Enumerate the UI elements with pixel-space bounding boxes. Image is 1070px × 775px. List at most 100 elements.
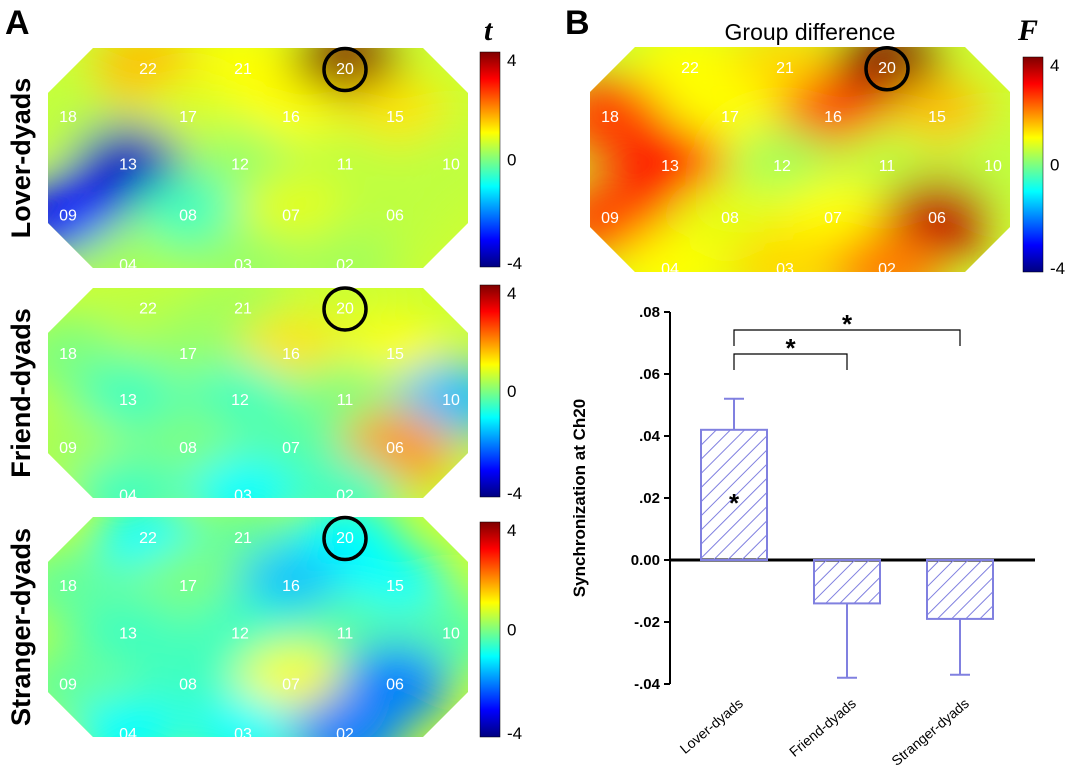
- channel-label-11: 11: [337, 392, 354, 409]
- channel-label-08: 08: [179, 676, 197, 693]
- channel-label-11: 11: [337, 157, 354, 174]
- channel-label-15: 15: [386, 346, 404, 363]
- colorbar-tick: 0: [507, 382, 516, 401]
- channel-label-13: 13: [119, 157, 137, 174]
- topomap-blob-02: [832, 229, 942, 272]
- channel-label-04: 04: [119, 488, 137, 505]
- bar-chart: .08 .06 .04 .02 0.00 -.02 -.04 Synchronization …: [570, 304, 1035, 769]
- channel-label-08: 08: [179, 207, 197, 224]
- channel-label-03: 03: [234, 488, 252, 505]
- colorbar-title: t: [484, 14, 494, 47]
- x-category-label: Stranger-dyads: [888, 695, 972, 769]
- channel-label-07: 07: [282, 676, 300, 693]
- colorbar: [1022, 56, 1044, 273]
- topomap-blob-04: [73, 225, 183, 268]
- topomap-surface: [590, 47, 1010, 272]
- channel-label-16: 16: [824, 109, 842, 126]
- topomap-blob-04: [73, 694, 183, 737]
- channel-label-20: 20: [878, 60, 896, 77]
- colorbar: [479, 284, 501, 498]
- channel-label-09: 09: [59, 207, 77, 224]
- channel-label-02: 02: [336, 488, 354, 505]
- channel-label-15: 15: [386, 109, 404, 126]
- channel-label-21: 21: [234, 300, 252, 317]
- channel-label-22: 22: [139, 300, 157, 317]
- channel-label-04: 04: [661, 261, 679, 278]
- channel-label-10: 10: [442, 626, 460, 643]
- channel-label-20: 20: [336, 300, 354, 317]
- channel-label-11: 11: [879, 158, 896, 175]
- y-tick-label: .06: [639, 366, 660, 383]
- channel-label-03: 03: [776, 261, 794, 278]
- bar-friend-dyads: [813, 559, 881, 605]
- topomap-blob-04: [73, 456, 183, 498]
- topomap-blob-03: [730, 229, 840, 272]
- channel-label-09: 09: [601, 210, 619, 227]
- channel-label-04: 04: [119, 257, 137, 274]
- significance-star: *: [729, 488, 740, 518]
- channel-label-22: 22: [139, 61, 157, 78]
- highlight-circle: [322, 286, 368, 332]
- channel-label-20: 20: [336, 530, 354, 547]
- channel-label-17: 17: [179, 578, 197, 595]
- channel-label-07: 07: [282, 207, 300, 224]
- channel-label-18: 18: [59, 346, 77, 363]
- channel-label-22: 22: [681, 60, 699, 77]
- channel-label-15: 15: [386, 578, 404, 595]
- highlight-circle: [864, 45, 910, 92]
- significance-star: *: [785, 333, 796, 363]
- highlight-circle: [322, 515, 368, 562]
- y-tick-label: .02: [639, 490, 660, 507]
- y-axis-label: Synchronization at Ch20: [570, 399, 589, 597]
- channel-label-07: 07: [282, 440, 300, 457]
- channel-label-15: 15: [928, 109, 946, 126]
- channel-label-10: 10: [984, 158, 1002, 175]
- channel-label-12: 12: [231, 626, 249, 643]
- significance-star: *: [842, 309, 853, 339]
- channel-label-07: 07: [824, 210, 842, 227]
- channel-label-12: 12: [231, 392, 249, 409]
- colorbar-title: F: [1017, 14, 1038, 47]
- y-tick-label: 0.00: [631, 552, 660, 569]
- channel-label-12: 12: [773, 158, 791, 175]
- channel-label-17: 17: [721, 109, 739, 126]
- topomap-blob-02: [290, 694, 400, 737]
- y-tick-label: .04: [639, 428, 661, 445]
- channel-label-13: 13: [661, 158, 679, 175]
- y-tick-label: -.04: [634, 676, 661, 693]
- channel-label-16: 16: [282, 346, 300, 363]
- channel-label-12: 12: [231, 157, 249, 174]
- colorbar-tick: 0: [1050, 156, 1059, 175]
- channel-label-13: 13: [119, 626, 137, 643]
- channel-label-21: 21: [776, 60, 794, 77]
- topomap-blob-03: [188, 225, 298, 268]
- channel-label-10: 10: [442, 157, 460, 174]
- channel-label-16: 16: [282, 578, 300, 595]
- channel-label-21: 21: [234, 530, 252, 547]
- topomap-surface: [48, 48, 468, 268]
- x-category-label: Friend-dyads: [786, 695, 859, 760]
- colorbar-tick: 4: [507, 51, 516, 70]
- channel-label-18: 18: [59, 109, 77, 126]
- colorbar-tick: 0: [507, 151, 516, 170]
- channel-label-06: 06: [386, 207, 404, 224]
- channel-label-17: 17: [179, 109, 197, 126]
- channel-label-02: 02: [878, 261, 896, 278]
- channel-label-09: 09: [59, 440, 77, 457]
- colorbar-tick: -4: [507, 724, 522, 743]
- channel-label-02: 02: [336, 257, 354, 274]
- channel-label-17: 17: [179, 346, 197, 363]
- colorbar-tick: -4: [507, 484, 522, 503]
- channel-label-06: 06: [386, 676, 404, 693]
- row-label: Lover-dyads: [6, 78, 36, 239]
- channel-label-22: 22: [139, 530, 157, 547]
- colorbar: [479, 521, 501, 738]
- channel-label-06: 06: [928, 210, 946, 227]
- channel-label-08: 08: [179, 440, 197, 457]
- topomap-blob-03: [188, 456, 298, 498]
- bar-lover-dyads: [700, 428, 768, 561]
